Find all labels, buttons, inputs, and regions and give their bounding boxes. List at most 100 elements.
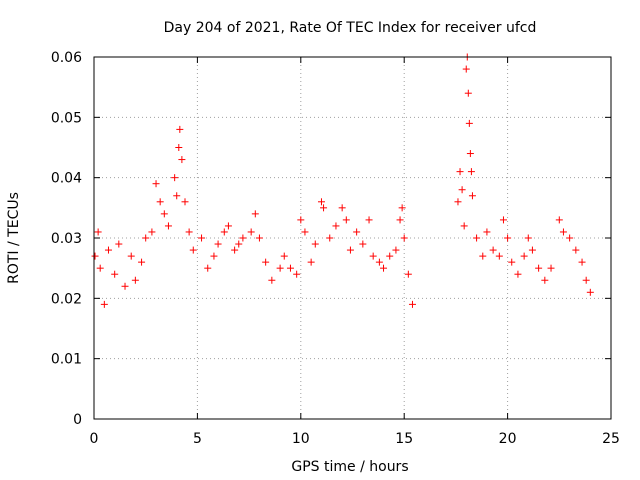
data-point bbox=[280, 252, 288, 260]
data-point bbox=[224, 222, 232, 230]
data-point bbox=[566, 234, 574, 242]
data-point bbox=[468, 192, 476, 200]
x-tick-label: 20 bbox=[499, 431, 517, 447]
data-point bbox=[408, 300, 416, 308]
data-point bbox=[111, 270, 119, 278]
data-point bbox=[572, 246, 580, 254]
data-point bbox=[479, 252, 487, 260]
x-tick-label: 0 bbox=[90, 431, 99, 447]
data-point bbox=[104, 246, 112, 254]
data-point bbox=[171, 174, 179, 182]
data-point bbox=[465, 119, 473, 127]
data-point bbox=[175, 144, 183, 151]
data-point bbox=[483, 228, 491, 236]
data-point bbox=[338, 204, 346, 212]
data-point bbox=[198, 234, 206, 242]
data-point bbox=[185, 228, 193, 236]
y-axis-label: ROTI / TECUs bbox=[6, 192, 22, 284]
data-point bbox=[239, 234, 247, 242]
data-point bbox=[156, 198, 164, 206]
data-point bbox=[365, 216, 373, 224]
data-point bbox=[204, 264, 212, 272]
data-point bbox=[189, 246, 197, 254]
axis-ticks: 0 5 10 15 20 25 0 0.01 0.02 0.03 0.04 0.05 0.06 bbox=[51, 50, 620, 447]
data-point bbox=[524, 234, 532, 242]
y-tick-label: 0.04 bbox=[51, 171, 82, 187]
data-point bbox=[91, 252, 99, 260]
data-point bbox=[317, 198, 325, 206]
data-point bbox=[142, 234, 150, 242]
data-point bbox=[380, 264, 388, 272]
data-point bbox=[359, 240, 367, 248]
y-tick-label: 0 bbox=[73, 412, 82, 428]
data-point bbox=[464, 89, 472, 97]
data-point bbox=[127, 252, 135, 260]
data-point bbox=[173, 192, 181, 200]
data-point bbox=[514, 270, 522, 278]
data-point bbox=[247, 228, 255, 236]
data-point bbox=[255, 234, 263, 242]
data-point bbox=[326, 234, 334, 242]
data-point bbox=[398, 204, 406, 212]
data-point bbox=[148, 228, 156, 236]
data-point bbox=[400, 234, 408, 242]
data-points bbox=[91, 53, 594, 308]
y-tick-label: 0.02 bbox=[51, 291, 82, 307]
data-point bbox=[268, 276, 276, 284]
data-point bbox=[456, 168, 464, 176]
y-tick-label: 0.01 bbox=[51, 352, 82, 368]
data-point bbox=[504, 234, 512, 242]
data-point bbox=[375, 258, 383, 266]
data-point bbox=[138, 258, 146, 266]
grid-lines bbox=[94, 57, 611, 419]
data-point bbox=[499, 216, 507, 224]
data-point bbox=[181, 198, 189, 206]
data-point bbox=[164, 222, 172, 230]
data-point bbox=[489, 246, 497, 254]
chart-title: Day 204 of 2021, Rate Of TEC Index for r… bbox=[164, 20, 537, 36]
x-tick-label: 25 bbox=[602, 431, 620, 447]
data-point bbox=[262, 258, 270, 266]
data-point bbox=[311, 240, 319, 248]
data-point bbox=[520, 252, 528, 260]
data-point bbox=[214, 240, 222, 248]
data-point bbox=[404, 270, 412, 278]
data-point bbox=[301, 228, 309, 236]
data-point bbox=[121, 282, 129, 290]
data-point bbox=[495, 252, 503, 260]
data-point bbox=[251, 210, 259, 218]
data-point bbox=[320, 204, 328, 212]
data-point bbox=[386, 252, 394, 260]
data-point bbox=[392, 246, 400, 254]
data-point bbox=[541, 276, 549, 284]
x-tick-label: 15 bbox=[395, 431, 413, 447]
x-tick-label: 10 bbox=[292, 431, 310, 447]
data-point bbox=[160, 210, 168, 218]
data-point bbox=[235, 240, 243, 248]
data-point bbox=[220, 228, 228, 236]
data-point bbox=[535, 264, 543, 272]
data-point bbox=[528, 246, 536, 254]
data-point bbox=[178, 156, 186, 164]
data-point bbox=[293, 270, 301, 278]
data-point bbox=[396, 216, 404, 224]
data-point bbox=[297, 216, 305, 224]
data-point bbox=[473, 234, 481, 242]
data-point bbox=[559, 228, 567, 236]
data-point bbox=[369, 252, 377, 260]
data-point bbox=[467, 168, 475, 176]
data-point bbox=[307, 258, 315, 266]
data-point bbox=[586, 288, 594, 296]
data-point bbox=[458, 186, 466, 194]
data-point bbox=[547, 264, 555, 272]
data-point bbox=[131, 276, 139, 284]
data-point bbox=[332, 222, 340, 230]
data-point bbox=[353, 228, 361, 236]
data-point bbox=[231, 246, 239, 254]
data-point bbox=[578, 258, 586, 266]
data-point bbox=[276, 264, 284, 272]
y-tick-label: 0.05 bbox=[51, 110, 82, 126]
data-point bbox=[346, 246, 354, 254]
data-point bbox=[342, 216, 350, 224]
x-tick-label: 5 bbox=[193, 431, 202, 447]
